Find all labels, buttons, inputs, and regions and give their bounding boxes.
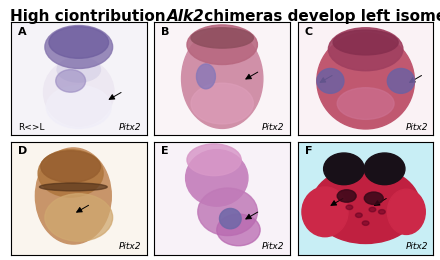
Ellipse shape [35,148,111,244]
Text: B: B [161,27,169,37]
Ellipse shape [186,150,248,206]
Ellipse shape [56,70,85,92]
Text: F: F [304,146,312,156]
Ellipse shape [317,33,414,129]
Ellipse shape [217,214,260,246]
Ellipse shape [346,205,353,210]
Text: E: E [161,146,169,156]
Ellipse shape [364,192,383,204]
Ellipse shape [49,27,109,58]
Ellipse shape [324,153,364,185]
Text: Pitx2: Pitx2 [262,242,285,251]
Ellipse shape [333,30,398,55]
Ellipse shape [317,68,344,93]
Ellipse shape [364,153,405,185]
Ellipse shape [378,210,385,214]
Ellipse shape [46,86,111,128]
Ellipse shape [191,83,253,124]
Ellipse shape [337,190,356,202]
Ellipse shape [40,183,107,191]
Ellipse shape [38,150,103,197]
Ellipse shape [387,68,414,93]
Ellipse shape [196,64,216,89]
Text: D: D [18,146,27,156]
Ellipse shape [182,29,263,128]
Ellipse shape [220,209,241,229]
Ellipse shape [198,188,257,236]
Text: Pitx2: Pitx2 [406,242,428,251]
Ellipse shape [312,167,420,243]
Ellipse shape [362,221,369,225]
Ellipse shape [187,25,257,64]
Ellipse shape [41,151,100,183]
Text: A: A [18,27,26,37]
Ellipse shape [387,189,425,235]
Text: Pitx2: Pitx2 [406,123,428,132]
Text: C: C [304,27,313,37]
Ellipse shape [337,88,394,119]
Ellipse shape [45,194,113,241]
Text: Pitx2: Pitx2 [119,242,141,251]
Ellipse shape [44,58,114,126]
Ellipse shape [187,144,241,176]
Text: High ciontribution: High ciontribution [10,9,171,24]
Ellipse shape [191,28,253,48]
Text: R<>L: R<>L [18,123,44,132]
Ellipse shape [57,57,100,82]
Text: chimeras develop left isomerism.: chimeras develop left isomerism. [199,9,440,24]
Ellipse shape [328,28,403,71]
Ellipse shape [356,213,362,217]
Text: Pitx2: Pitx2 [262,123,285,132]
Text: Pitx2: Pitx2 [119,123,141,132]
Ellipse shape [369,207,376,212]
Text: Alk2: Alk2 [167,9,205,24]
Ellipse shape [302,187,348,237]
Ellipse shape [45,25,113,68]
